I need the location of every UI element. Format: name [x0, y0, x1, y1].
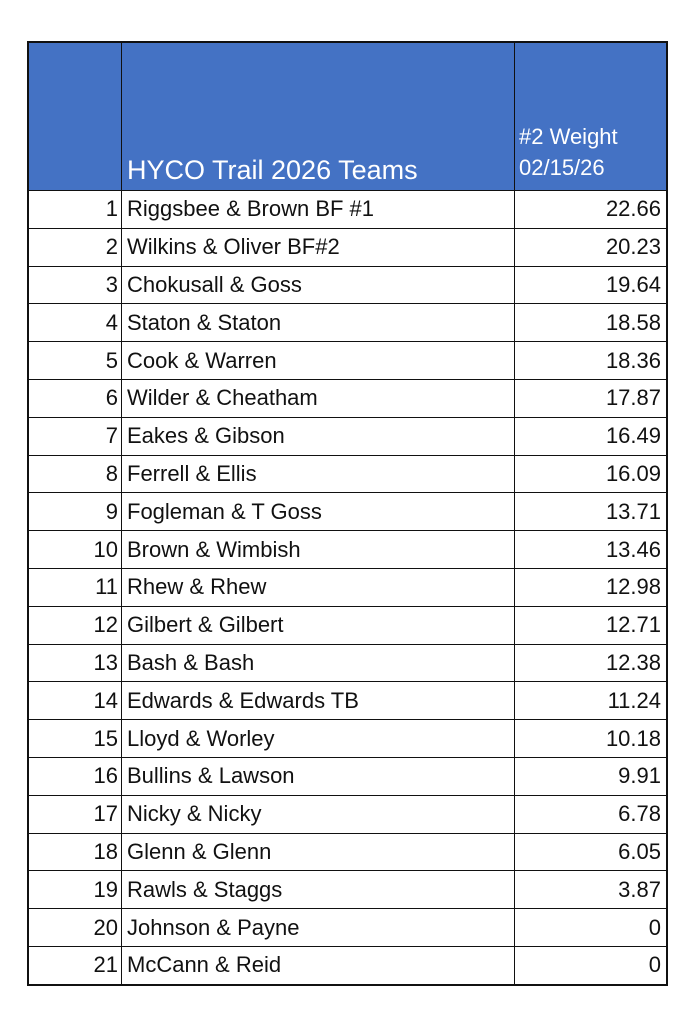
team-cell: Eakes & Gibson: [121, 416, 515, 456]
rank-cell: 9: [27, 492, 122, 532]
weight-cell: 6.05: [514, 832, 668, 872]
weight-date: 02/15/26: [519, 155, 605, 181]
weight-cell: 10.18: [514, 719, 668, 758]
team-cell: Riggsbee & Brown BF #1: [121, 190, 515, 229]
table-row: 2 Wilkins & Oliver BF#2 20.23: [27, 227, 668, 267]
table-row: 14 Edwards & Edwards TB 11.24: [27, 681, 668, 721]
weight-cell: 12.38: [514, 643, 668, 683]
table-row: 13 Bash & Bash 12.38: [27, 643, 668, 683]
weight-cell: 19.64: [514, 265, 668, 305]
weight-cell: 0: [514, 908, 668, 947]
team-cell: Rhew & Rhew: [121, 567, 515, 607]
weight-cell: 12.71: [514, 605, 668, 645]
standings-table: HYCO Trail 2026 Teams #2 Weight 02/15/26 …: [27, 41, 668, 986]
rank-cell: 12: [27, 605, 122, 645]
rank-cell: 13: [27, 643, 122, 683]
rank-cell: 20: [27, 908, 122, 947]
team-cell: Bash & Bash: [121, 643, 515, 683]
team-cell: Johnson & Payne: [121, 908, 515, 947]
weight-label: #2 Weight: [519, 124, 618, 150]
rank-cell: 4: [27, 303, 122, 343]
rank-cell: 17: [27, 794, 122, 834]
weight-cell: 0: [514, 945, 668, 986]
weight-cell: 22.66: [514, 190, 668, 229]
rank-cell: 7: [27, 416, 122, 456]
rank-cell: 16: [27, 756, 122, 796]
team-cell: Nicky & Nicky: [121, 794, 515, 834]
rank-cell: 15: [27, 719, 122, 758]
rank-cell: 21: [27, 945, 122, 986]
team-cell: Bullins & Lawson: [121, 756, 515, 796]
weight-cell: 12.98: [514, 567, 668, 607]
rank-cell: 10: [27, 530, 122, 569]
team-cell: Lloyd & Worley: [121, 719, 515, 758]
table-row: 17 Nicky & Nicky 6.78: [27, 794, 668, 834]
table-row: 18 Glenn & Glenn 6.05: [27, 832, 668, 872]
rank-cell: 8: [27, 454, 122, 494]
table-row: 15 Lloyd & Worley 10.18: [27, 719, 668, 758]
team-cell: Fogleman & T Goss: [121, 492, 515, 532]
team-cell: Rawls & Staggs: [121, 870, 515, 910]
rank-cell: 1: [27, 190, 122, 229]
team-cell: Glenn & Glenn: [121, 832, 515, 872]
weight-cell: 13.71: [514, 492, 668, 532]
table-row: 16 Bullins & Lawson 9.91: [27, 756, 668, 796]
table-row: 7 Eakes & Gibson 16.49: [27, 416, 668, 456]
table-row: 19 Rawls & Staggs 3.87: [27, 870, 668, 910]
table-row: 10 Brown & Wimbish 13.46: [27, 530, 668, 569]
header-rank-cell: [27, 41, 122, 191]
table-row: 21 McCann & Reid 0: [27, 945, 668, 986]
table-row: 5 Cook & Warren 18.36: [27, 341, 668, 380]
weight-cell: 18.58: [514, 303, 668, 343]
header-row: HYCO Trail 2026 Teams #2 Weight 02/15/26: [27, 41, 668, 191]
team-cell: Chokusall & Goss: [121, 265, 515, 305]
weight-cell: 18.36: [514, 341, 668, 380]
rank-cell: 11: [27, 567, 122, 607]
team-cell: Gilbert & Gilbert: [121, 605, 515, 645]
table-row: 12 Gilbert & Gilbert 12.71: [27, 605, 668, 645]
team-cell: McCann & Reid: [121, 945, 515, 986]
table-row: 11 Rhew & Rhew 12.98: [27, 567, 668, 607]
table-row: 3 Chokusall & Goss 19.64: [27, 265, 668, 305]
rank-cell: 5: [27, 341, 122, 380]
team-cell: Staton & Staton: [121, 303, 515, 343]
table-row: 20 Johnson & Payne 0: [27, 908, 668, 947]
rank-cell: 6: [27, 378, 122, 418]
weight-cell: 20.23: [514, 227, 668, 267]
team-cell: Edwards & Edwards TB: [121, 681, 515, 721]
team-cell: Wilkins & Oliver BF#2: [121, 227, 515, 267]
team-cell: Ferrell & Ellis: [121, 454, 515, 494]
weight-cell: 16.49: [514, 416, 668, 456]
weight-cell: 16.09: [514, 454, 668, 494]
table-row: 8 Ferrell & Ellis 16.09: [27, 454, 668, 494]
rank-cell: 14: [27, 681, 122, 721]
table-row: 6 Wilder & Cheatham 17.87: [27, 378, 668, 418]
weight-cell: 6.78: [514, 794, 668, 834]
team-cell: Wilder & Cheatham: [121, 378, 515, 418]
rank-cell: 3: [27, 265, 122, 305]
table-row: 1 Riggsbee & Brown BF #1 22.66: [27, 190, 668, 229]
weight-cell: 3.87: [514, 870, 668, 910]
header-weight-cell: #2 Weight 02/15/26: [514, 41, 668, 191]
rank-cell: 19: [27, 870, 122, 910]
table-title: HYCO Trail 2026 Teams: [121, 41, 515, 191]
weight-cell: 11.24: [514, 681, 668, 721]
weight-cell: 9.91: [514, 756, 668, 796]
rank-cell: 2: [27, 227, 122, 267]
weight-cell: 13.46: [514, 530, 668, 569]
weight-cell: 17.87: [514, 378, 668, 418]
rank-cell: 18: [27, 832, 122, 872]
table-row: 9 Fogleman & T Goss 13.71: [27, 492, 668, 532]
team-cell: Cook & Warren: [121, 341, 515, 380]
team-cell: Brown & Wimbish: [121, 530, 515, 569]
table-row: 4 Staton & Staton 18.58: [27, 303, 668, 343]
